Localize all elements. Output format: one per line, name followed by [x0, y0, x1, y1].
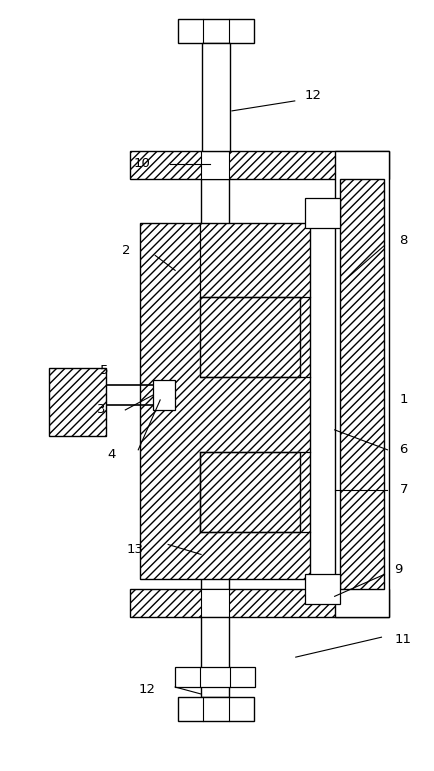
Text: 12: 12 [138, 682, 155, 695]
Bar [304, 197, 339, 227]
Text: 13: 13 [126, 543, 143, 556]
Bar [130, 151, 388, 179]
Text: 4: 4 [107, 448, 115, 461]
Text: 6: 6 [398, 443, 407, 456]
Text: 1: 1 [398, 393, 407, 406]
Bar [140, 223, 309, 579]
Text: 2: 2 [122, 244, 130, 257]
Text: 9: 9 [394, 563, 402, 576]
Bar [201, 151, 228, 179]
Text: 11: 11 [394, 633, 411, 645]
Text: 3: 3 [97, 403, 105, 416]
Bar [130, 589, 388, 618]
Text: 10: 10 [133, 157, 150, 170]
Bar [200, 298, 299, 377]
Bar [153, 380, 175, 410]
Text: 8: 8 [398, 234, 407, 247]
Bar [201, 43, 230, 151]
Bar [178, 697, 253, 721]
Bar [200, 452, 299, 531]
Text: 7: 7 [398, 483, 407, 497]
Bar [200, 452, 299, 531]
Bar [175, 667, 254, 687]
Bar [200, 298, 299, 377]
Bar [201, 589, 228, 618]
Text: 5: 5 [100, 364, 108, 376]
Bar [304, 574, 339, 604]
Bar [334, 151, 388, 618]
Bar [201, 179, 228, 589]
Bar [178, 19, 253, 43]
Bar [339, 179, 384, 589]
Bar [49, 368, 106, 436]
Text: 12: 12 [304, 89, 321, 103]
Bar [201, 618, 228, 697]
